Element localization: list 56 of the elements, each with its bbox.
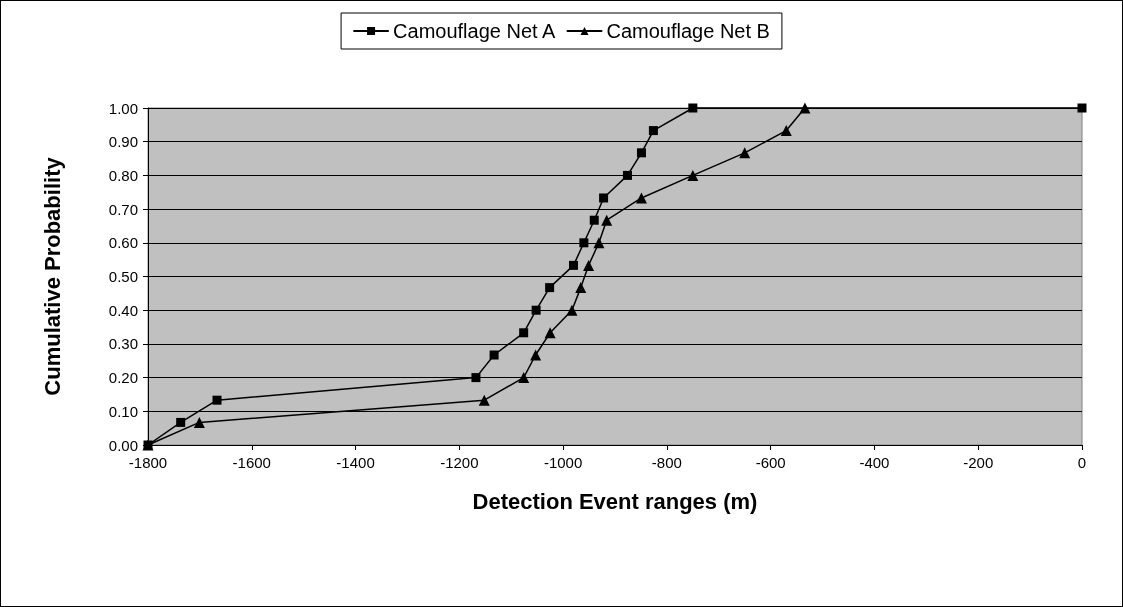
y-tick-label: 0.00	[108, 436, 138, 454]
point	[193, 416, 205, 428]
y-tick-label: 0.70	[108, 200, 138, 218]
x-tick-label: 0	[1077, 454, 1087, 471]
point	[583, 259, 595, 271]
point	[780, 125, 792, 137]
point	[530, 349, 542, 361]
point	[593, 237, 605, 249]
point	[739, 147, 751, 159]
y-tick-label: 0.30	[108, 335, 138, 353]
point	[568, 260, 578, 270]
x-tick-label: -1200	[440, 454, 479, 471]
y-axis-title: Cumulative Probability	[39, 156, 65, 396]
point	[687, 169, 699, 181]
point	[544, 327, 556, 339]
y-tick-label: 0.90	[108, 133, 138, 151]
x-tick-label: -1600	[232, 454, 271, 471]
point	[566, 304, 578, 316]
x-tick-label: -400	[859, 454, 890, 471]
y-tick-label: 0.60	[108, 234, 138, 252]
point	[176, 417, 186, 427]
point	[636, 148, 646, 158]
point	[471, 373, 481, 383]
point	[531, 305, 541, 315]
y-tick-label: 0.80	[108, 166, 138, 184]
point	[519, 328, 529, 338]
point	[575, 282, 587, 294]
x-tick-label: -1000	[543, 454, 583, 471]
point	[489, 350, 499, 360]
point	[1077, 103, 1087, 113]
y-tick-label: 0.20	[108, 369, 138, 387]
point	[635, 192, 647, 204]
point	[518, 372, 530, 384]
point	[601, 214, 613, 226]
point	[799, 102, 811, 114]
point	[212, 395, 222, 405]
x-tick-label: -800	[651, 454, 682, 471]
x-tick-label: -1800	[128, 454, 168, 471]
y-tick-label: 0.50	[108, 268, 138, 285]
x-tick-label: -600	[755, 454, 786, 471]
legend-label: Camouflage Net B	[606, 20, 770, 42]
point	[648, 126, 658, 136]
point	[478, 394, 490, 406]
y-tick-label: 0.10	[108, 402, 138, 420]
point	[545, 283, 555, 293]
legend-label: Camouflage Net A	[393, 20, 557, 42]
point	[579, 238, 589, 248]
x-axis-title: Detection Event ranges (m)	[472, 488, 758, 514]
x-tick-label: -1400	[336, 454, 375, 471]
point	[589, 215, 599, 225]
y-tick-label: 0.40	[108, 301, 138, 319]
point	[688, 103, 698, 113]
y-tick-label: 1.00	[108, 99, 138, 117]
x-tick-label: -200	[963, 454, 994, 471]
point	[622, 170, 632, 180]
point	[599, 193, 609, 203]
